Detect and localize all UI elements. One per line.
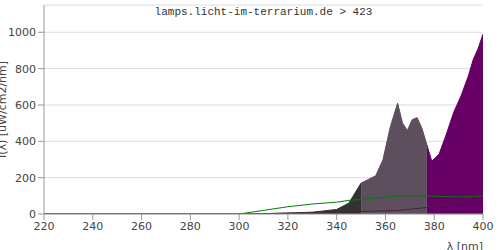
- svg-text:0: 0: [29, 208, 36, 221]
- svg-text:220: 220: [34, 220, 55, 233]
- svg-text:400: 400: [473, 220, 493, 233]
- svg-text:λ [nm]: λ [nm]: [447, 240, 483, 250]
- svg-text:380: 380: [424, 220, 445, 233]
- svg-text:600: 600: [15, 99, 36, 112]
- svg-text:800: 800: [15, 63, 36, 76]
- html-text:lamps.licht-im-terrarium.de >: lamps.licht-im-terrarium.de > 423: [154, 6, 373, 18]
- svg-text:I(λ) [uW/cm2/nm]: I(λ) [uW/cm2/nm]: [8, 61, 9, 158]
- svg-text:340: 340: [326, 220, 347, 233]
- svg-text:200: 200: [15, 172, 36, 185]
- svg-text:280: 280: [180, 220, 201, 233]
- svg-text:360: 360: [375, 220, 396, 233]
- svg-text:1000: 1000: [8, 26, 36, 39]
- svg-text:400: 400: [15, 135, 36, 148]
- svg-text:260: 260: [131, 220, 152, 233]
- svg-text:320: 320: [277, 220, 298, 233]
- svg-text:240: 240: [82, 220, 103, 233]
- svg-text:300: 300: [229, 220, 250, 233]
